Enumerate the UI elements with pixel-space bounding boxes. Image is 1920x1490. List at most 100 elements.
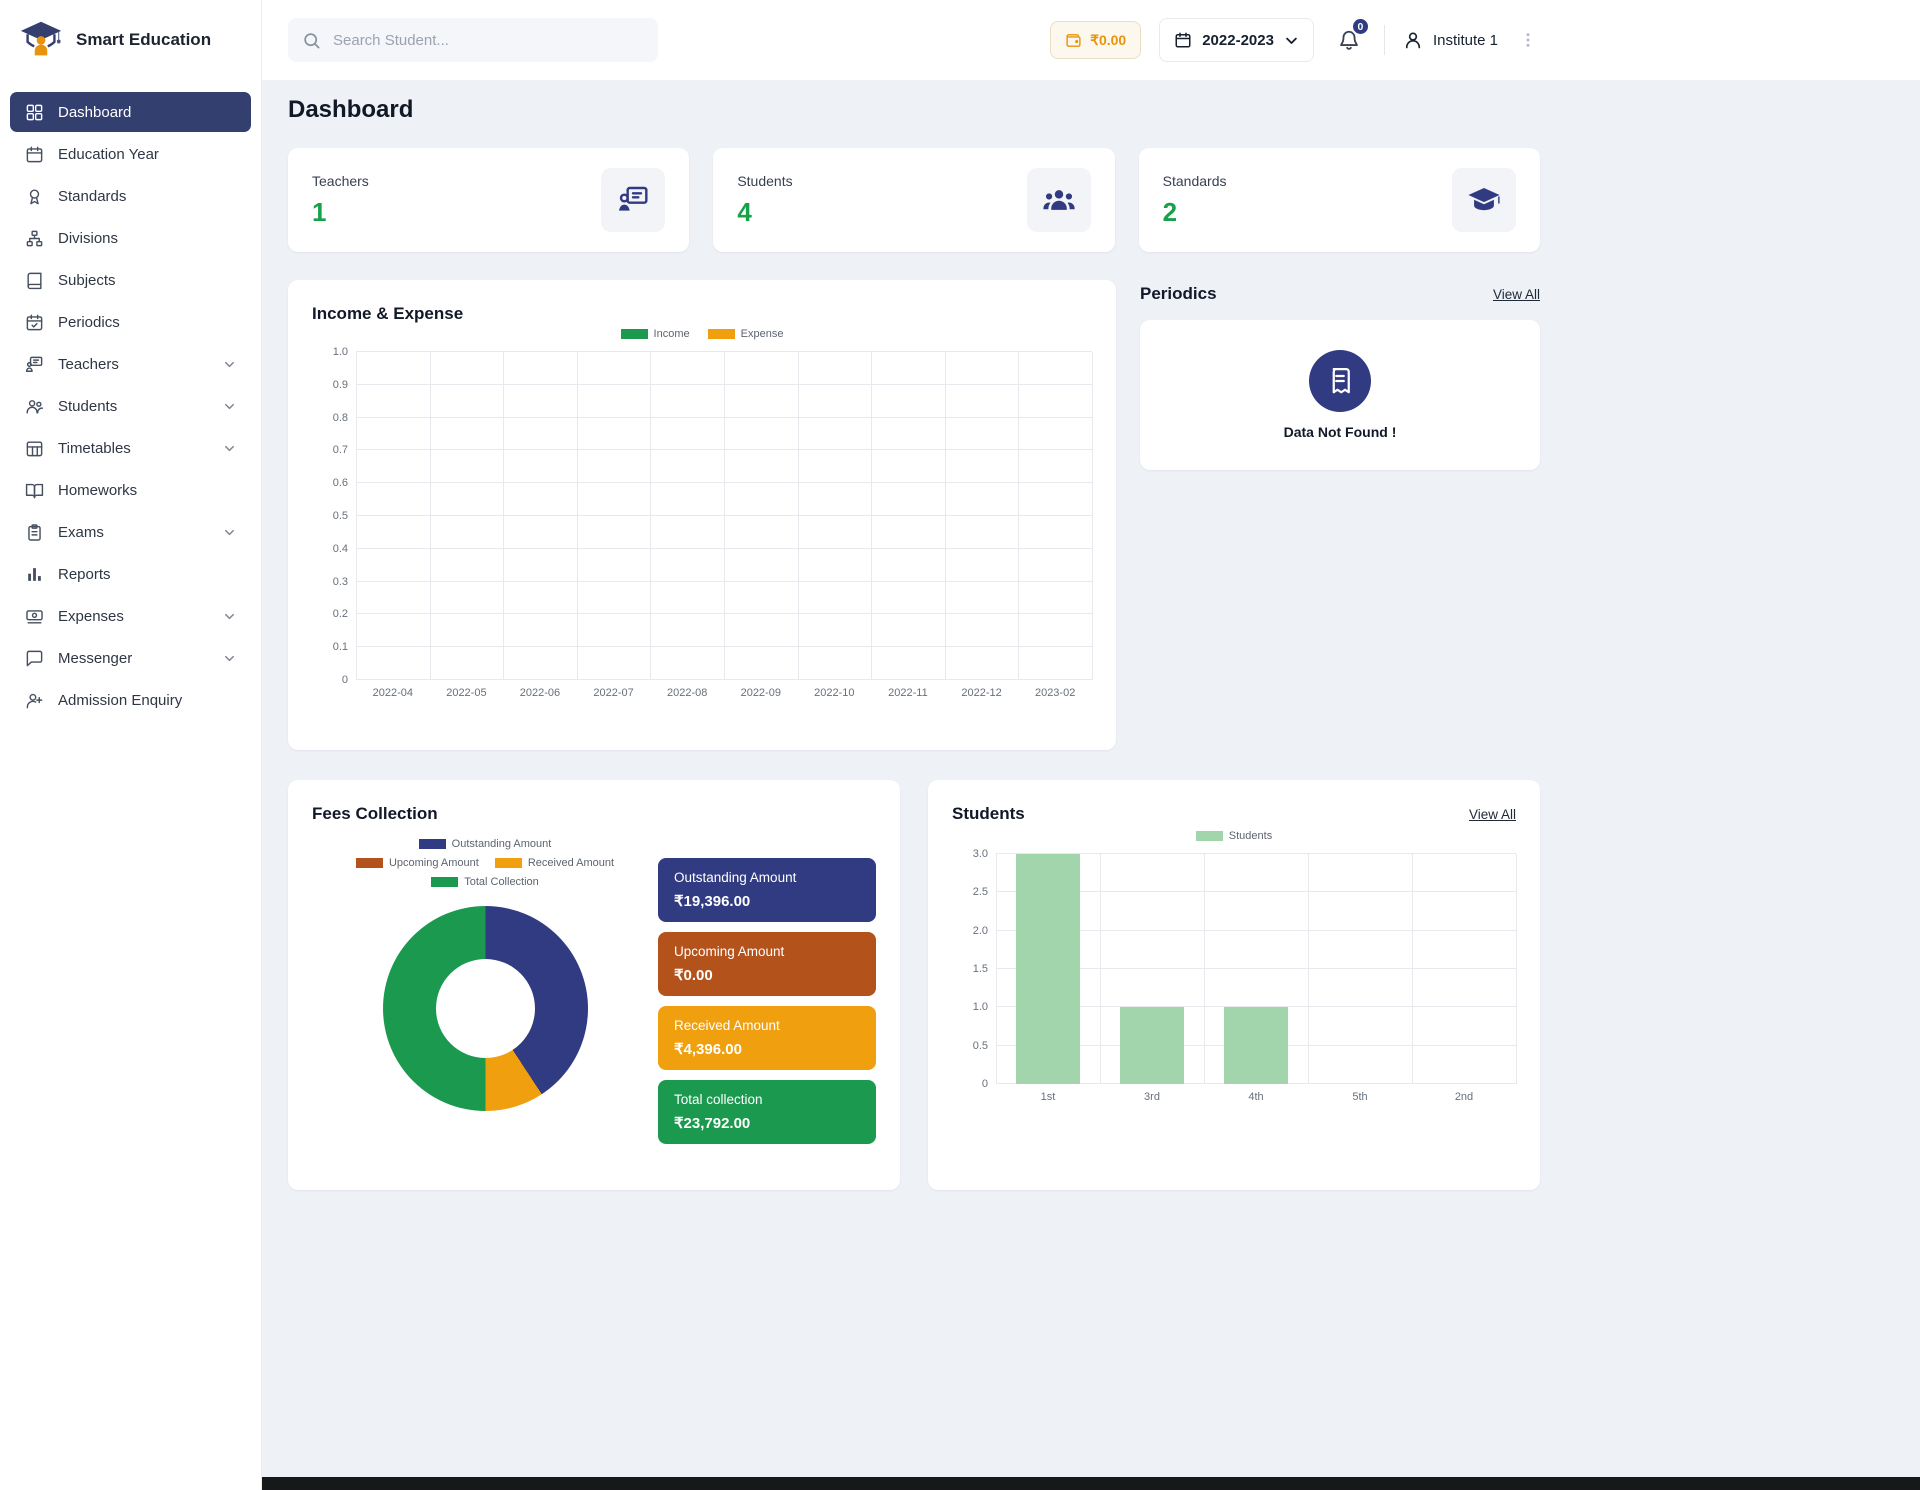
bell-icon (1338, 29, 1360, 51)
chevron-down-icon (222, 357, 237, 372)
sidebar-item-education-year[interactable]: Education Year (10, 134, 251, 174)
sidebar-item-messenger[interactable]: Messenger (10, 638, 251, 678)
admission-enquiry-icon (24, 690, 44, 710)
kebab-menu-icon[interactable] (1516, 28, 1540, 52)
sidebar-item-label: Divisions (58, 229, 119, 247)
students-chart-card: Students View All Students 0 0.5 1.0 1.5 2.0… (928, 780, 1540, 1190)
sidebar-nav: Dashboard Education Year Standards Division… (0, 80, 261, 732)
y-axis-tick-label: 0.1 (332, 641, 348, 654)
standards-icon (24, 186, 44, 206)
dashboard-icon (24, 102, 44, 122)
periodics-view-all-link[interactable]: View All (1492, 286, 1540, 302)
grid-line (1018, 352, 1020, 680)
sidebar-item-label: Periodics (58, 313, 120, 331)
sidebar-item-subjects[interactable]: Subjects (10, 260, 251, 300)
chevron-down-icon (222, 441, 237, 456)
sidebar-item-label: Students (58, 397, 118, 415)
topbar-divider (1383, 25, 1385, 55)
fees-block-upcoming-amount: Upcoming Amount ₹0.00 (658, 932, 876, 996)
sidebar-item-periodics[interactable]: Periodics (10, 302, 251, 342)
sidebar-item-label: Homeworks (58, 481, 138, 499)
sidebar-item-divisions[interactable]: Divisions (10, 218, 251, 258)
x-axis-tick-label: 2022-05 (446, 687, 487, 699)
legend-swatch (1195, 831, 1223, 841)
periodics-empty-text: Data Not Found ! (1283, 424, 1397, 440)
y-axis-tick-label: 0.9 (332, 378, 348, 391)
grid-line (996, 968, 1516, 969)
sidebar-item-admission-enquiry[interactable]: Admission Enquiry (10, 680, 251, 720)
sidebar-item-label: Timetables (58, 439, 131, 457)
legend-label: Outstanding Amount (451, 838, 552, 850)
periodics-panel: Periodics View All Data Not Found ! (1140, 280, 1540, 470)
wallet-balance: ₹0.00 (1090, 31, 1127, 48)
legend-item-received-amount: Received Amount (494, 857, 614, 869)
grid-line (429, 352, 431, 680)
topbar: ₹0.00 2022-2023 0 (262, 0, 1920, 80)
stat-label: Students (737, 172, 793, 189)
search-input[interactable] (331, 30, 644, 50)
notification-badge: 0 (1350, 17, 1370, 36)
chevron-down-icon (222, 525, 237, 540)
students-legend: Students (952, 830, 1516, 842)
income-expense-card: Income & Expense Income Expense 0 0.1 0.2 0.… (288, 280, 1116, 750)
y-axis-tick-label: 0.8 (332, 411, 348, 424)
grid-line (944, 352, 946, 680)
grid-line (996, 929, 1516, 931)
app-logo: Smart Education (0, 0, 261, 80)
academic-year-value: 2022-2023 (1202, 31, 1274, 49)
grid-line (503, 352, 505, 680)
sidebar-item-label: Messenger (58, 649, 133, 667)
sidebar-item-exams[interactable]: Exams (10, 512, 251, 552)
grid-line (1412, 854, 1413, 1084)
academic-year-select[interactable]: 2022-2023 (1159, 18, 1314, 62)
sidebar-item-standards[interactable]: Standards (10, 176, 251, 216)
x-axis-tick-label: 2022-12 (961, 687, 1002, 699)
grid-line (996, 1006, 1516, 1008)
x-axis-labels: 1st 3rd 4th 5th 2nd (996, 1091, 1516, 1103)
y-axis-tick-label: 0.6 (332, 477, 348, 490)
students-view-all-link[interactable]: View All (1468, 806, 1516, 822)
students-chart-title: Students (952, 804, 1025, 823)
periodics-icon (24, 312, 44, 332)
income-expense-legend: Income Expense (312, 328, 1092, 340)
sidebar-item-reports[interactable]: Reports (10, 554, 251, 594)
sidebar-item-label: Subjects (58, 271, 116, 289)
notifications-button[interactable]: 0 (1332, 17, 1370, 57)
legend-label: Income (653, 328, 690, 340)
stat-value: 1 (312, 196, 327, 227)
grid-line (1100, 854, 1101, 1084)
sidebar-item-dashboard[interactable]: Dashboard (10, 92, 251, 132)
teacher-board-icon (601, 168, 666, 232)
institute-menu[interactable]: Institute 1 (1403, 30, 1498, 50)
exams-icon (24, 522, 44, 542)
fees-collection-title: Fees Collection (312, 804, 438, 823)
fees-block-label: Received Amount (674, 1018, 780, 1033)
stat-card-standards: Standards 2 (1138, 148, 1540, 252)
stat-card-teachers: Teachers 1 (288, 148, 690, 252)
grid-line (996, 853, 1516, 854)
fees-legend-row: Total Collection (312, 876, 658, 888)
timetables-icon (24, 438, 44, 458)
x-axis-tick-label: 2022-06 (519, 687, 561, 699)
grid-line (996, 854, 997, 1084)
sidebar-item-students[interactable]: Students (10, 386, 251, 426)
sidebar-item-label: Exams (58, 523, 104, 541)
grid-line (1092, 352, 1093, 680)
grid-line (356, 352, 357, 680)
sidebar-item-expenses[interactable]: Expenses (10, 596, 251, 636)
sidebar-item-teachers[interactable]: Teachers (10, 344, 251, 384)
legend-swatch (620, 329, 648, 339)
legend-item-income: Income (620, 328, 690, 340)
y-axis-tick-label: 1.0 (972, 1001, 988, 1014)
legend-label: Upcoming Amount (388, 857, 479, 869)
fees-legend-row: Outstanding Amount (312, 838, 658, 850)
wallet-balance-button[interactable]: ₹0.00 (1050, 21, 1142, 59)
fees-legend: Outstanding Amount Upcoming Amount Receive… (312, 838, 658, 888)
y-axis-tick-label: 1.0 (332, 346, 348, 358)
x-axis-tick-label: 2022-07 (593, 687, 634, 699)
sidebar-item-homeworks[interactable]: Homeworks (10, 470, 251, 510)
sidebar-item-timetables[interactable]: Timetables (10, 428, 251, 468)
stat-value: 2 (1162, 196, 1178, 227)
sidebar-item-label: Expenses (58, 607, 124, 625)
x-axis-tick-label: 4th (1248, 1091, 1264, 1103)
